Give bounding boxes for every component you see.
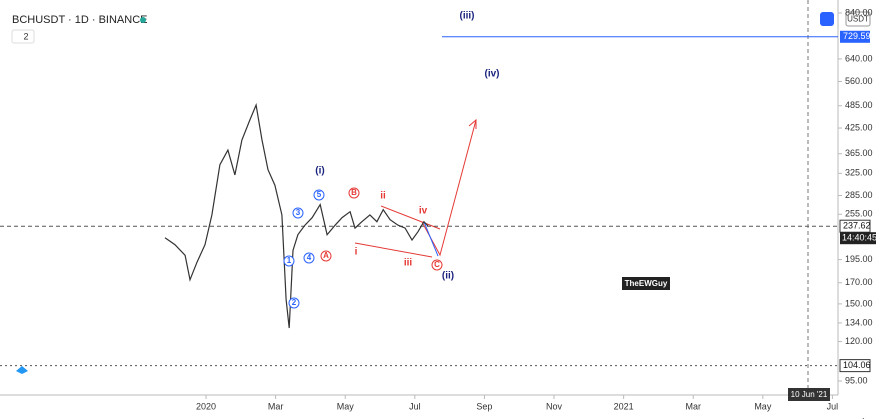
logo [16,366,28,374]
wave-label: ii [380,191,386,202]
wave-circle [348,187,360,199]
wave-circle [431,259,443,271]
x-tick-label: May [337,401,355,411]
wave-label: B [351,188,357,197]
wave-circle [320,250,332,262]
price-badge [839,359,871,373]
y-tick-label: 365.00 [845,148,873,158]
currency-box[interactable] [845,11,871,27]
wave-label: iii [404,258,413,269]
y-tick-label: 150.00 [845,298,873,308]
y-tick-label: 95.00 [845,375,868,385]
x-tick-label: Sep [476,401,492,411]
currency-button[interactable]: USDT [847,15,869,24]
wave-circle [292,207,304,219]
wave-label: i [355,247,358,258]
wave-circle [288,297,300,309]
channel-line [354,242,433,258]
price-badge-label: 237.62 [843,221,871,231]
wave-label: (i) [315,166,324,177]
wave-label: (iii) [460,11,475,22]
x-tick-label: Mar [685,401,701,411]
wave-label: (iv) [485,69,500,80]
wave-label: C [434,260,440,269]
y-tick-label: 255.00 [845,209,873,219]
wave-circle [283,255,295,267]
price-axis [838,0,883,419]
y-tick-label: 285.00 [845,190,873,200]
y-tick-label: 195.00 [845,254,873,264]
y-tick-label: 425.00 [845,122,873,132]
projection-arrow [423,221,439,257]
price-badge-label: 729.59 [843,31,871,41]
countdown: 14:40:45 [842,233,877,243]
x-tick-label: 2020 [196,401,216,411]
x-tick-label: Nov [546,401,563,411]
price-badge-label: 104.06 [843,360,871,370]
arrow-head [468,118,477,129]
x-tick-label: Jul [409,401,421,411]
projection-arrow [421,119,477,257]
price-line [164,102,429,329]
interval-box[interactable] [11,29,35,44]
wave-label: (ii) [442,271,454,282]
y-tick-label: 170.00 [845,277,873,287]
interval-badge[interactable]: 2 [23,31,28,41]
x-tick-label: May [754,401,772,411]
channel-line [380,205,441,230]
author-box [622,277,670,290]
crosshair-box [788,388,830,401]
status-dot [140,17,146,23]
wave-label: A [323,251,329,260]
price-badge [840,30,870,43]
wave-label: 1 [287,256,292,265]
wave-label: 5 [317,190,322,199]
y-tick-label: 840.00 [845,7,873,17]
y-tick-label: 640.00 [845,53,873,63]
wave-label: iv [419,206,428,217]
y-tick-label: 485.00 [845,100,873,110]
x-tick-label: Mar [268,401,284,411]
wave-circle [313,189,325,201]
countdown-box [840,232,876,245]
wave-label: 3 [296,208,301,217]
wave-circle [303,252,315,264]
y-tick-label: 560.00 [845,76,873,86]
author-label: TheEWGuy [625,279,668,288]
y-tick-label: 134.00 [845,317,873,327]
settings-icon[interactable] [820,12,834,26]
symbol-title: BCHUSDT · 1D · BINANCE [12,14,147,26]
x-tick-label: Jul [827,401,839,411]
wave-label: 2 [292,298,297,307]
wave-label: 4 [307,253,312,262]
settings-gear[interactable]: ⚙ [858,416,869,419]
crosshair-label: 10 Jun '21 [791,390,828,399]
y-tick-label: 120.00 [845,336,873,346]
y-tick-label: 325.00 [845,168,873,178]
x-tick-label: 2021 [614,401,634,411]
